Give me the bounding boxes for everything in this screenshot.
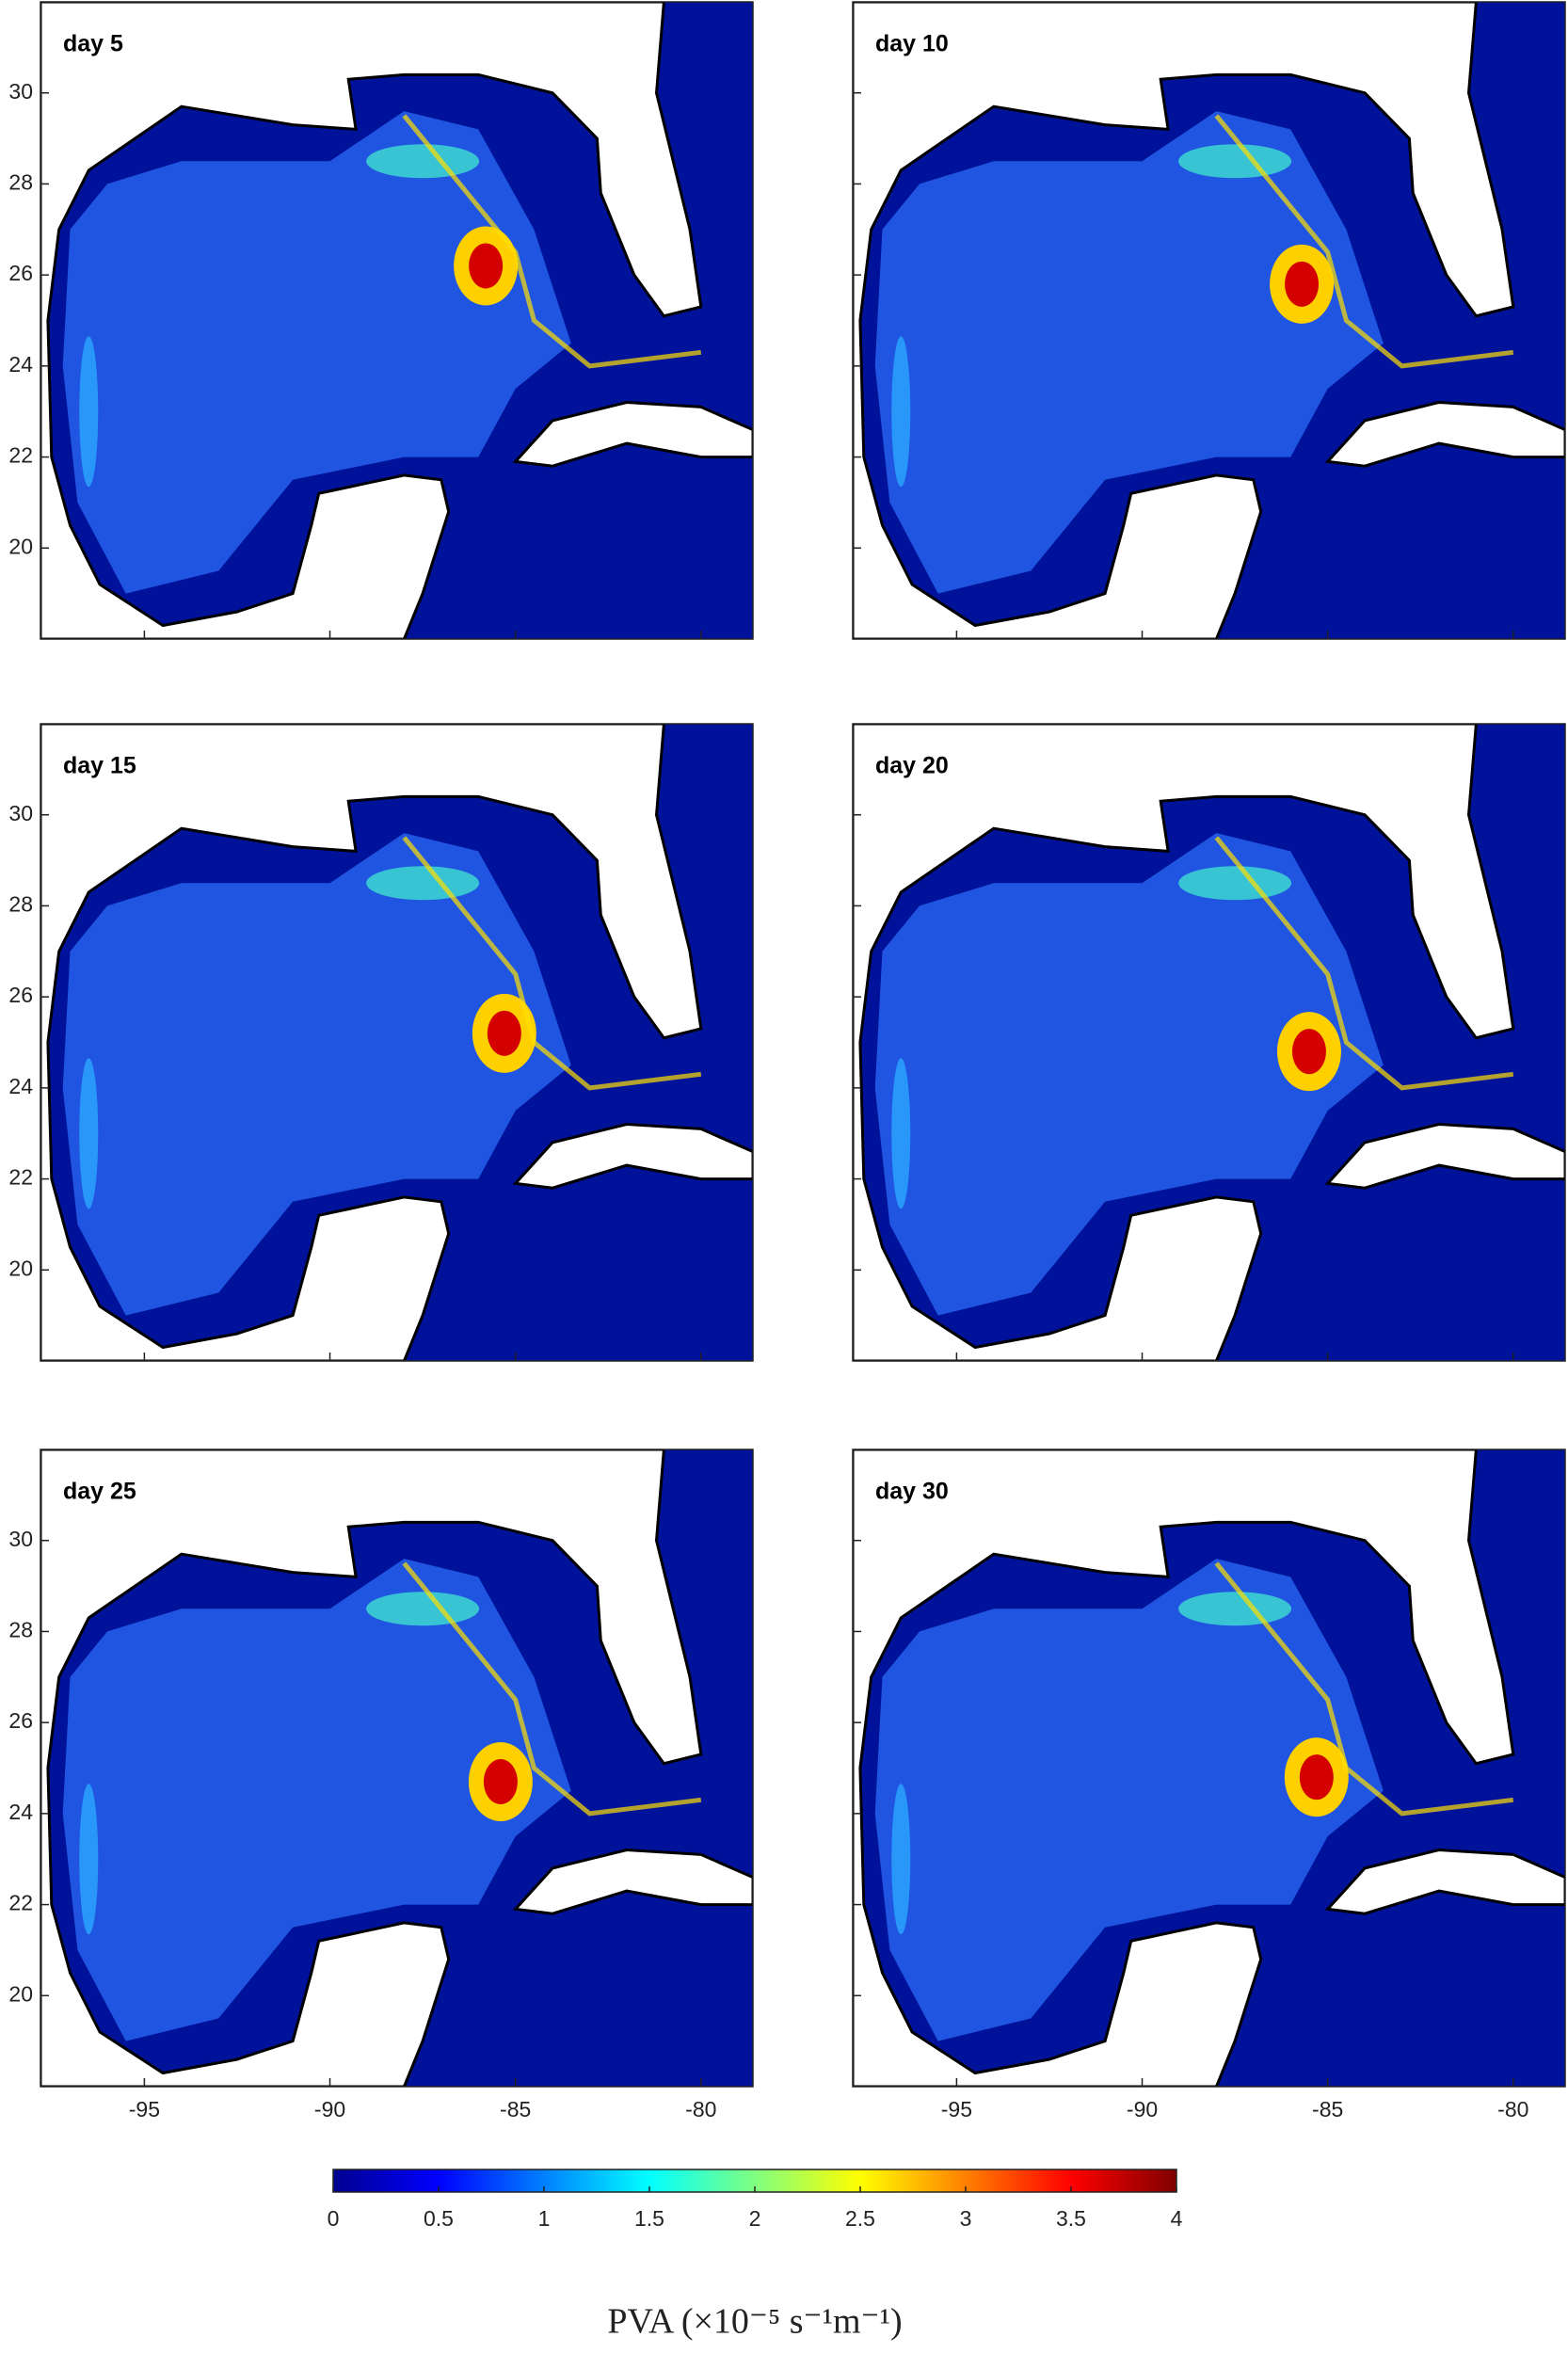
y-tick-label: 22 — [8, 443, 33, 468]
y-tick-label: 22 — [8, 1891, 33, 1915]
x-tick-label: -85 — [1312, 2097, 1343, 2121]
shelf-streak — [79, 1058, 99, 1209]
axes-box — [40, 723, 754, 1362]
shelf-streak — [79, 1784, 99, 1935]
panel-title: day 15 — [63, 753, 136, 779]
land — [512, 400, 753, 468]
map-panel — [853, 724, 1565, 1361]
y-tick-label: 26 — [8, 983, 33, 1007]
shelf-streak — [366, 144, 480, 179]
y-tick-label: 22 — [8, 1165, 33, 1190]
land — [1324, 1122, 1565, 1190]
gulf-field — [62, 1559, 571, 2041]
shelf-streak — [891, 336, 911, 488]
land — [512, 1122, 753, 1190]
land — [853, 724, 1515, 1361]
eddy-core — [1291, 1029, 1326, 1075]
axes-box — [40, 1, 754, 640]
shelf-streak — [366, 866, 480, 901]
x-tick-label: -95 — [129, 2097, 160, 2121]
shelf-streak — [1178, 1592, 1292, 1626]
x-tick-label: -95 — [941, 2097, 972, 2121]
x-tick-label: -90 — [1127, 2097, 1158, 2121]
y-tick-label: 30 — [8, 79, 33, 104]
axes-box — [852, 1449, 1566, 2088]
land — [853, 1449, 1515, 2087]
eddy-core — [469, 243, 504, 289]
y-tick-label: 30 — [8, 801, 33, 825]
loop-current — [1214, 1561, 1514, 1817]
eddy-core — [483, 1759, 518, 1805]
y-tick-label: 26 — [8, 1708, 33, 1733]
colorbar-tick-label: 3.5 — [1056, 2206, 1086, 2231]
map-panel — [40, 724, 753, 1361]
map-panel — [40, 1449, 753, 2087]
colorbar-tick-label: 1 — [538, 2206, 551, 2231]
y-tick-label: 30 — [8, 1527, 33, 1551]
colorbar-tick-label: 4 — [1171, 2206, 1183, 2231]
axes-box — [40, 1449, 754, 2088]
shelf-streak — [1178, 144, 1292, 179]
panel-title: day 30 — [875, 1479, 949, 1505]
shelf-streak — [1178, 866, 1292, 901]
x-tick-label: -80 — [685, 2097, 716, 2121]
loop-current — [1214, 114, 1514, 369]
land — [40, 724, 703, 1361]
gulf-field — [874, 1559, 1384, 2041]
panel-title: day 20 — [875, 753, 949, 779]
colorbar-tick-label: 1.5 — [634, 2206, 664, 2231]
colorbar-tick-label: 2.5 — [845, 2206, 875, 2231]
loop-current — [402, 836, 702, 1091]
y-tick-label: 24 — [8, 352, 33, 376]
shelf-streak — [891, 1784, 911, 1935]
shelf-streak — [79, 336, 99, 488]
map-panel — [853, 1449, 1565, 2087]
y-tick-label: 20 — [8, 1256, 33, 1280]
shelf-streak — [891, 1058, 911, 1209]
colorbar-label: PVA (×10⁻⁵ s⁻¹m⁻¹) — [607, 2302, 902, 2342]
colorbar-tick-label: 0.5 — [424, 2206, 454, 2231]
map-panel — [853, 2, 1565, 639]
land — [512, 1848, 753, 1915]
land — [40, 1449, 703, 2087]
land — [853, 2, 1515, 639]
y-tick-label: 24 — [8, 1800, 33, 1824]
loop-current — [1214, 836, 1514, 1091]
y-tick-label: 28 — [8, 892, 33, 917]
colorbar-tick-label: 0 — [328, 2206, 340, 2231]
shelf-streak — [366, 1592, 480, 1626]
y-tick-label: 20 — [8, 1981, 33, 2006]
map-panel — [40, 2, 753, 639]
land — [1324, 1848, 1565, 1915]
gulf-field — [874, 111, 1384, 594]
land — [1324, 400, 1565, 468]
panel-title: day 5 — [63, 31, 123, 57]
axes-box — [852, 723, 1566, 1362]
colorbar-tick-label: 3 — [960, 2206, 972, 2231]
eddy-core — [1285, 261, 1320, 307]
loop-current — [402, 114, 702, 369]
loop-current — [402, 1561, 702, 1817]
y-tick-label: 28 — [8, 170, 33, 195]
eddy-core — [1299, 1754, 1334, 1801]
x-tick-label: -90 — [314, 2097, 345, 2121]
y-tick-label: 24 — [8, 1074, 33, 1098]
gulf-field — [62, 111, 571, 594]
colorbar-tick-label: 2 — [749, 2206, 761, 2231]
y-tick-label: 20 — [8, 534, 33, 558]
axes-box — [852, 1, 1566, 640]
land — [40, 2, 703, 639]
y-tick-label: 26 — [8, 261, 33, 285]
x-tick-label: -85 — [500, 2097, 531, 2121]
panel-title: day 10 — [875, 31, 949, 57]
eddy-core — [487, 1010, 521, 1056]
gulf-field — [874, 833, 1384, 1316]
panel-title: day 25 — [63, 1479, 136, 1505]
gulf-field — [62, 833, 571, 1316]
y-tick-label: 28 — [8, 1618, 33, 1642]
x-tick-label: -80 — [1497, 2097, 1528, 2121]
